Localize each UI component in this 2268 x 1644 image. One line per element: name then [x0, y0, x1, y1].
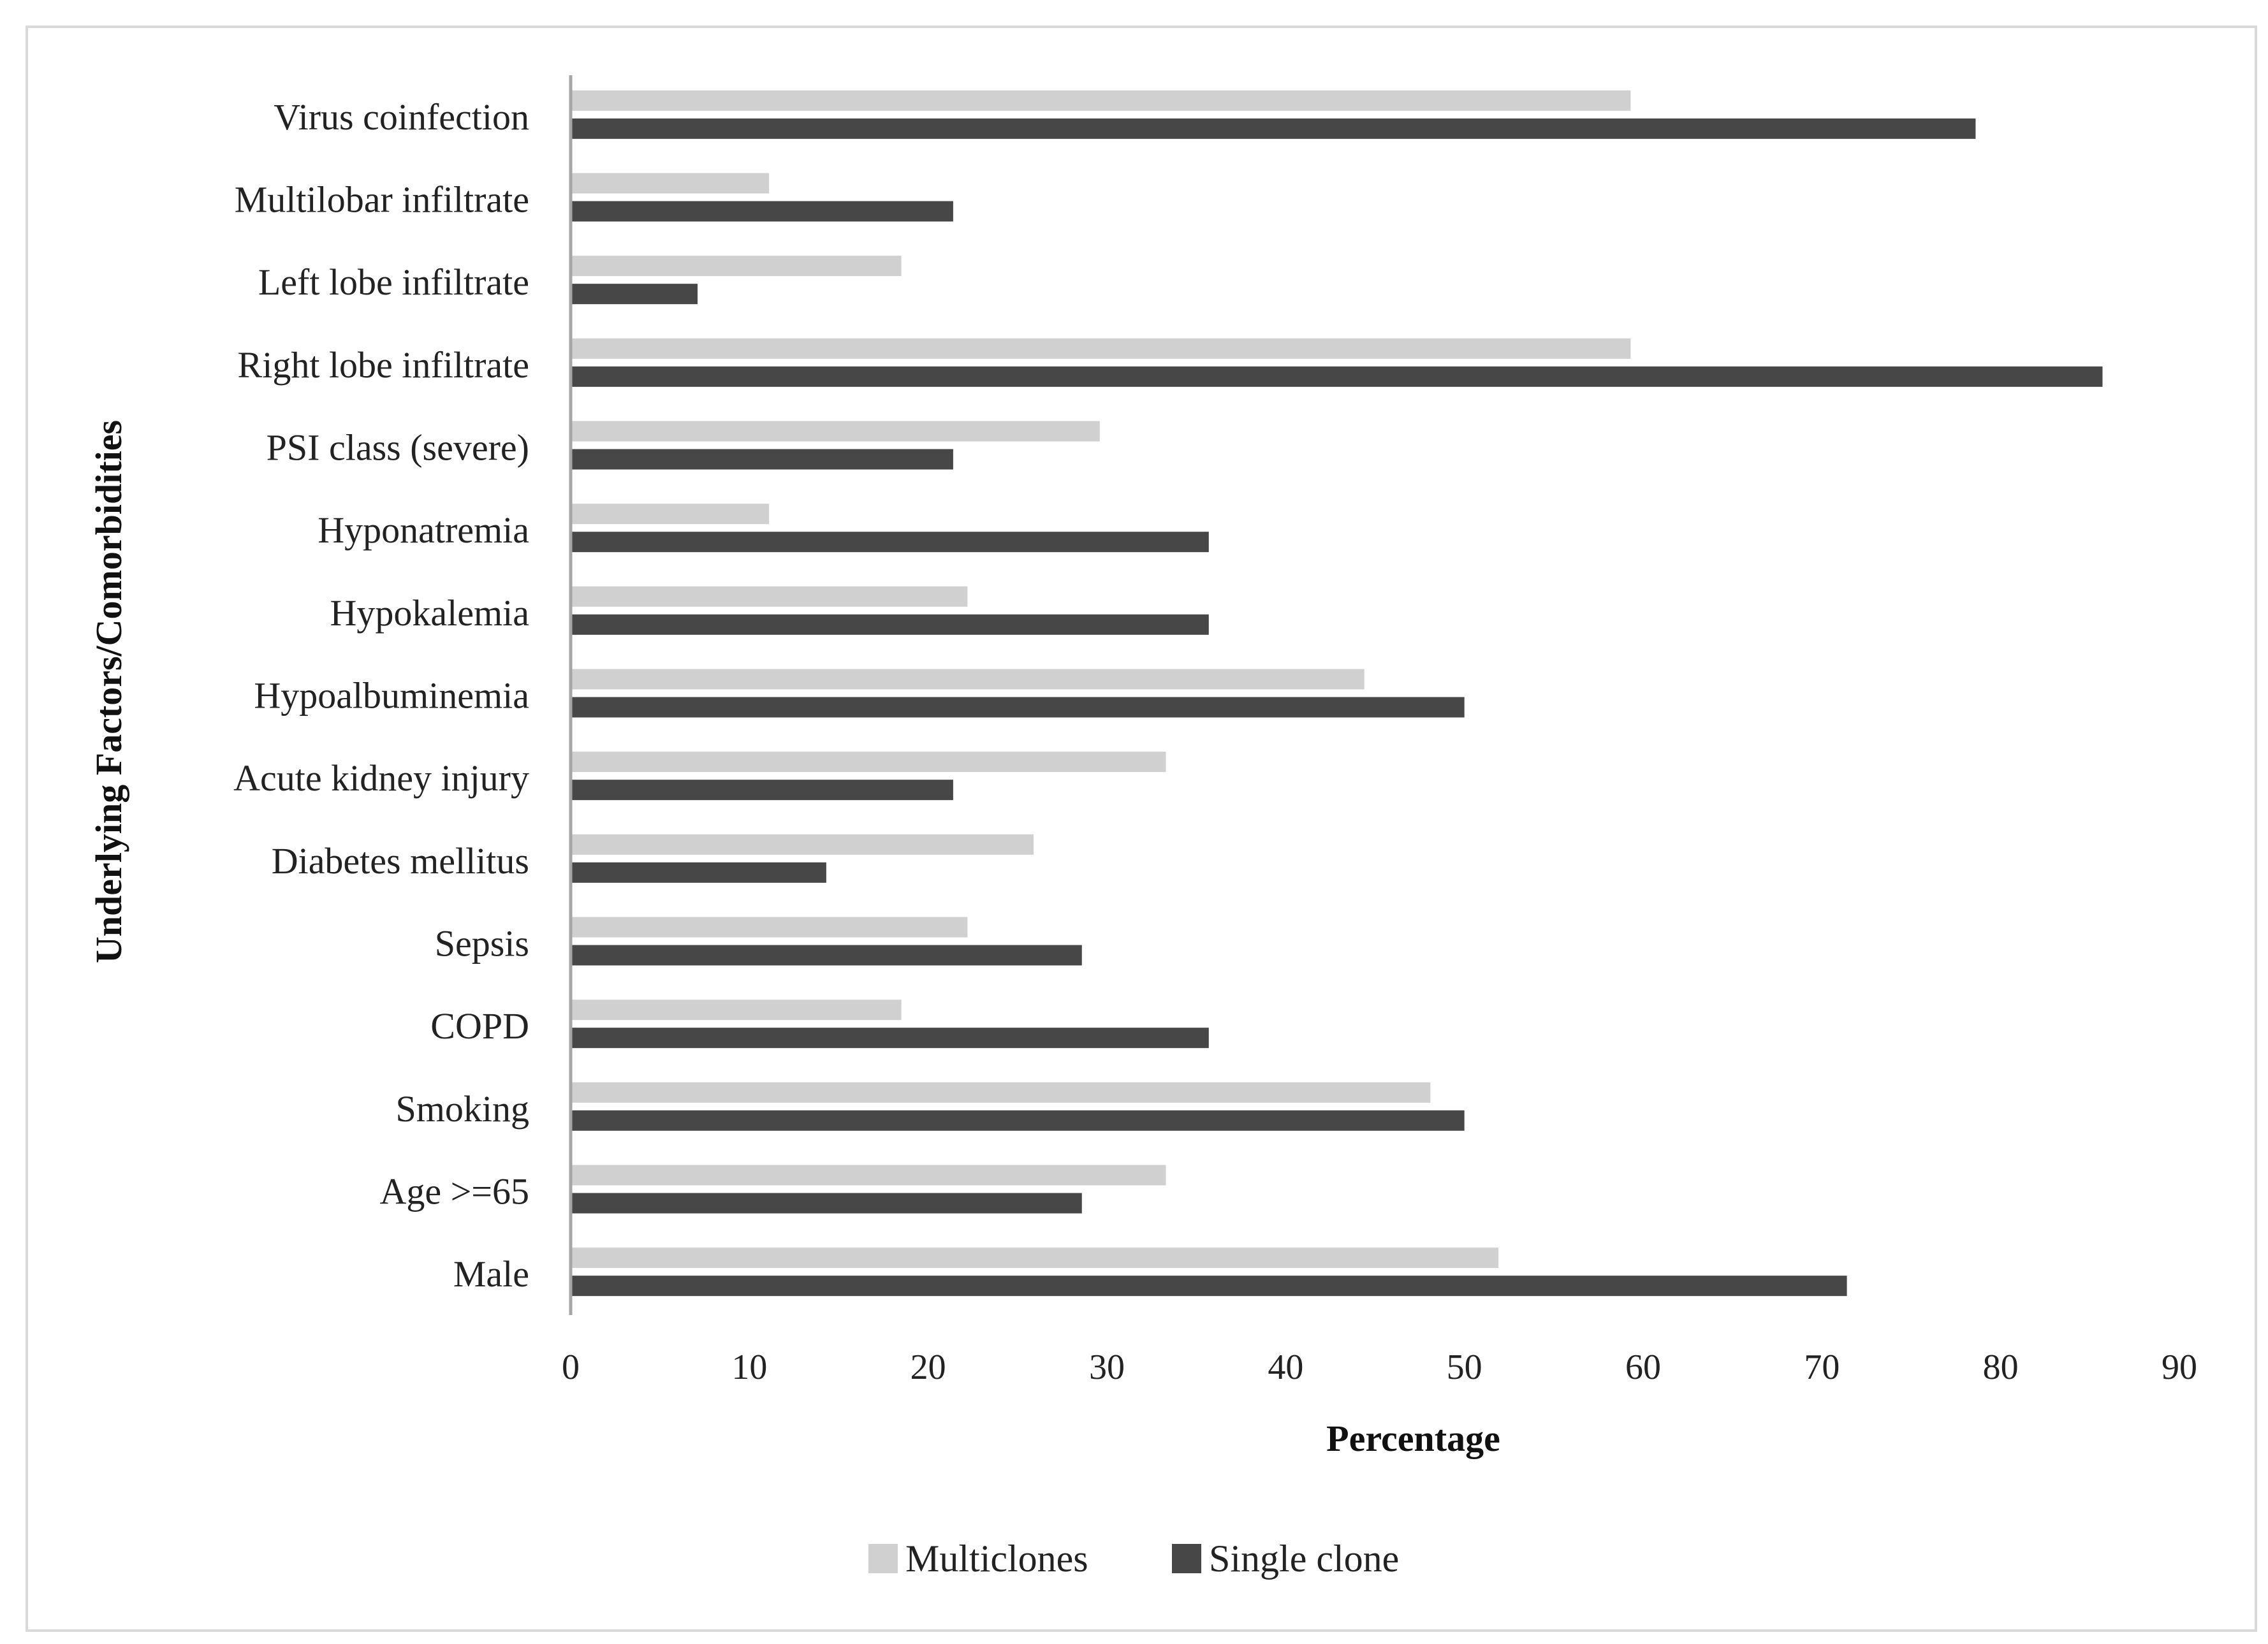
bar-multiclones — [571, 1082, 1431, 1103]
x-tick-label: 50 — [1447, 1348, 1482, 1387]
bar-single-clone — [571, 1193, 1082, 1214]
bar-single-clone — [571, 1110, 1465, 1131]
x-tick-labels: 0 10 20 30 40 50 60 70 80 90 — [562, 1348, 2197, 1387]
x-tick-label: 40 — [1268, 1348, 1303, 1387]
legend-label-multiclones: Multiclones — [905, 1538, 1088, 1580]
category-label: Hypoalbuminemia — [254, 675, 529, 717]
x-tick-label: 30 — [1089, 1348, 1125, 1387]
category-label: Right lobe infiltrate — [238, 344, 529, 386]
bar-single-clone — [571, 862, 826, 883]
category-label: Left lobe infiltrate — [258, 261, 529, 303]
bar-multiclones — [571, 90, 1631, 111]
bar-multiclones — [571, 504, 770, 525]
bar-single-clone — [571, 284, 698, 305]
bar-single-clone — [571, 780, 953, 801]
bar-multiclones — [571, 917, 968, 938]
legend-swatch-single-clone — [1172, 1544, 1201, 1573]
bar-single-clone — [571, 1028, 1209, 1049]
bar-multiclones — [571, 421, 1100, 442]
legend-label-single-clone: Single clone — [1209, 1538, 1399, 1580]
category-label: Hyponatremia — [318, 509, 529, 551]
category-label: Diabetes mellitus — [272, 840, 529, 882]
bar-multiclones — [571, 1248, 1498, 1269]
category-label: Multilobar infiltrate — [235, 179, 529, 221]
category-label: Acute kidney injury — [233, 757, 529, 799]
x-tick-label: 70 — [1804, 1348, 1840, 1387]
category-label: Age >=65 — [379, 1171, 529, 1212]
x-axis-title: Percentage — [1326, 1418, 1500, 1459]
bar-multiclones — [571, 173, 770, 194]
category-label: PSI class (severe) — [267, 427, 529, 469]
category-label: Hypokalemia — [330, 592, 529, 634]
bar-single-clone — [571, 1276, 1847, 1297]
bar-multiclones — [571, 338, 1631, 359]
bar-single-clone — [571, 118, 1976, 139]
bar-single-clone — [571, 449, 953, 470]
x-tick-label: 80 — [1983, 1348, 2019, 1387]
category-label: Smoking — [396, 1088, 530, 1130]
bar-single-clone — [571, 614, 1209, 635]
category-label: COPD — [430, 1005, 529, 1047]
legend: Multiclones Single clone — [868, 1538, 1399, 1580]
bar-single-clone — [571, 532, 1209, 553]
chart-frame — [26, 25, 2257, 1632]
bar-single-clone — [571, 366, 2103, 387]
x-tick-label: 60 — [1625, 1348, 1661, 1387]
bar-multiclones — [571, 1165, 1166, 1186]
x-tick-label: 20 — [911, 1348, 946, 1387]
category-labels: Virus coinfection Multilobar infiltrate Le… — [233, 96, 529, 1295]
category-label: Sepsis — [435, 923, 529, 964]
category-label: Male — [453, 1253, 529, 1295]
bars-group — [571, 90, 2103, 1297]
bar-single-clone — [571, 201, 953, 222]
bar-single-clone — [571, 697, 1465, 718]
y-axis-title: Underlying Factors/Comorbidities — [88, 420, 129, 963]
bar-multiclones — [571, 256, 902, 277]
bar-single-clone — [571, 945, 1082, 966]
category-label: Virus coinfection — [274, 96, 529, 138]
bar-multiclones — [571, 834, 1034, 855]
x-tick-label: 0 — [562, 1348, 580, 1387]
bar-multiclones — [571, 586, 968, 607]
bar-multiclones — [571, 1000, 902, 1021]
bar-multiclones — [571, 752, 1166, 773]
bar-multiclones — [571, 669, 1364, 690]
x-tick-label: 10 — [731, 1348, 767, 1387]
x-tick-label: 90 — [2162, 1348, 2197, 1387]
legend-swatch-multiclones — [868, 1544, 898, 1573]
